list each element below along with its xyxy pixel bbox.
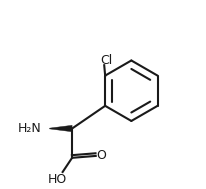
Text: HO: HO: [47, 173, 67, 186]
Text: O: O: [96, 149, 106, 162]
Text: Cl: Cl: [100, 54, 112, 67]
Polygon shape: [50, 125, 72, 132]
Text: H₂N: H₂N: [18, 122, 42, 135]
